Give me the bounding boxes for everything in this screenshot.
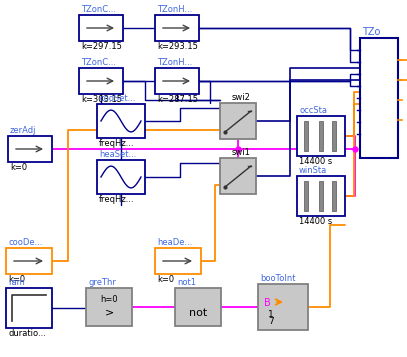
Text: swi2: swi2	[232, 93, 251, 102]
Text: duratio...: duratio...	[8, 329, 46, 338]
Bar	[304, 181, 308, 211]
Text: cooDe...: cooDe...	[8, 238, 42, 247]
Bar	[6, 248, 52, 274]
Bar	[220, 103, 256, 139]
Text: k=0: k=0	[10, 163, 27, 172]
Bar	[6, 288, 52, 328]
Text: booToInt: booToInt	[260, 274, 295, 283]
Text: k=303.15: k=303.15	[81, 95, 122, 104]
Bar	[332, 121, 336, 151]
Text: not: not	[189, 308, 207, 318]
Text: ram: ram	[8, 278, 25, 287]
Text: freqHz...: freqHz...	[99, 139, 135, 148]
Text: TZonC...: TZonC...	[81, 5, 116, 14]
Text: winSta: winSta	[299, 166, 327, 175]
Text: TZo: TZo	[362, 27, 381, 37]
Text: >: >	[104, 308, 114, 318]
Text: k=293.15: k=293.15	[157, 42, 198, 51]
Bar	[220, 158, 256, 194]
Bar	[319, 181, 323, 211]
Bar	[97, 160, 145, 194]
Text: zerAdj: zerAdj	[10, 126, 37, 135]
Bar	[360, 38, 398, 158]
Bar	[332, 181, 336, 211]
Bar	[155, 15, 199, 41]
Bar	[79, 68, 123, 94]
Text: TZonC...: TZonC...	[81, 58, 116, 67]
Bar	[297, 116, 345, 156]
Text: 14400 s: 14400 s	[299, 217, 332, 226]
Text: greThr: greThr	[88, 278, 116, 287]
Bar	[319, 121, 323, 151]
Text: cooSet...: cooSet...	[99, 94, 136, 103]
Bar	[304, 121, 308, 151]
Text: 1: 1	[268, 310, 274, 319]
Text: h=0: h=0	[100, 295, 118, 304]
Text: B: B	[264, 298, 271, 308]
Bar	[86, 288, 132, 326]
Text: heaSet...: heaSet...	[99, 150, 136, 159]
Bar	[297, 176, 345, 216]
Text: k=0: k=0	[8, 275, 25, 284]
Text: 14400 s: 14400 s	[299, 157, 332, 166]
Bar	[155, 68, 199, 94]
Bar	[175, 288, 221, 326]
Text: 7: 7	[268, 317, 274, 326]
Text: k=287.15: k=287.15	[157, 95, 198, 104]
Text: k=0: k=0	[157, 275, 174, 284]
Text: heaDe...: heaDe...	[157, 238, 193, 247]
Bar	[155, 248, 201, 274]
Text: freqHz...: freqHz...	[99, 195, 135, 204]
Text: swi1: swi1	[232, 148, 251, 157]
Text: k=297.15: k=297.15	[81, 42, 122, 51]
Bar	[258, 284, 308, 330]
Text: TZonH...: TZonH...	[157, 5, 193, 14]
Bar	[79, 15, 123, 41]
Text: TZonH...: TZonH...	[157, 58, 193, 67]
Text: occSta: occSta	[299, 106, 327, 115]
Bar	[8, 136, 52, 162]
Bar	[97, 104, 145, 138]
Text: not1: not1	[177, 278, 196, 287]
